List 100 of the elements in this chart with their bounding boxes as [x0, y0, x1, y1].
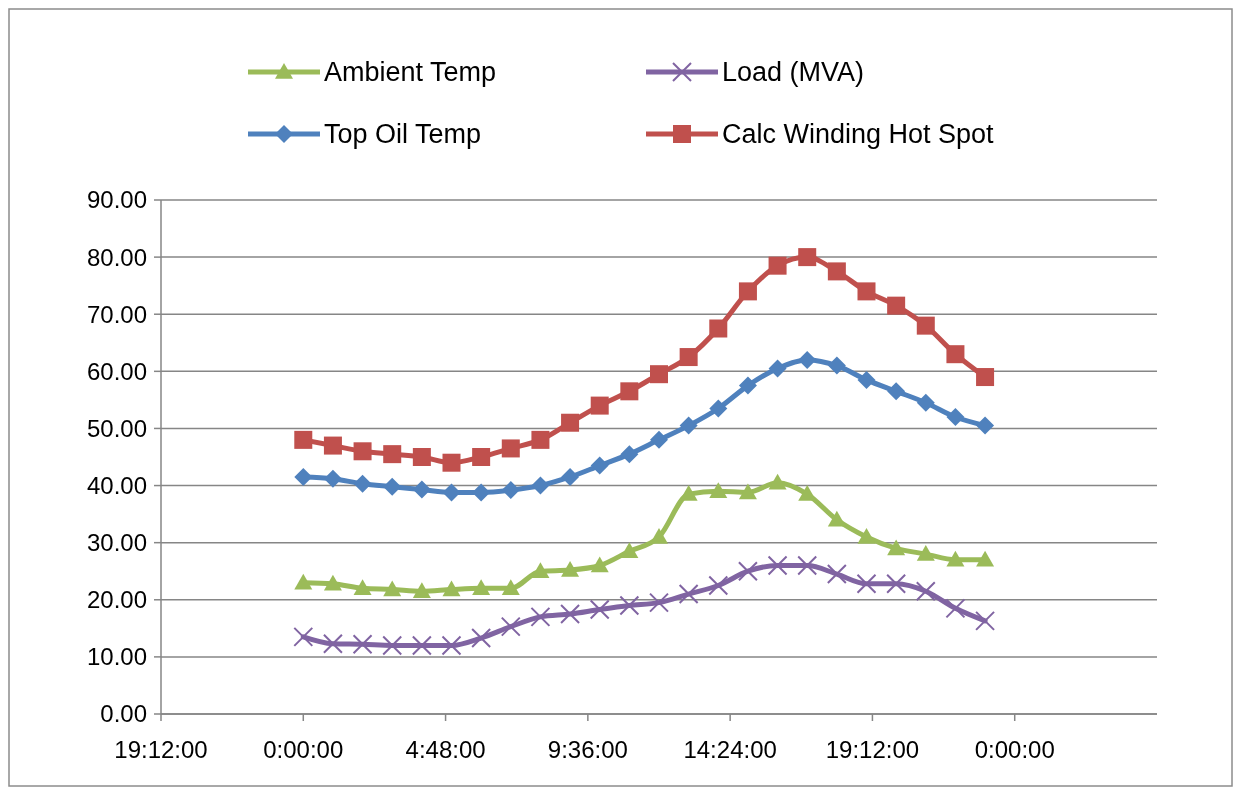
point [471, 628, 492, 649]
point [709, 482, 728, 499]
point [530, 606, 551, 627]
point [797, 555, 818, 576]
x-tick-label: 0:00:00 [263, 736, 344, 763]
y-tick-label: 20.00 [86, 586, 147, 614]
x-tick-label: 19:12:00 [825, 736, 920, 763]
point [353, 474, 372, 493]
point [887, 539, 906, 556]
point [945, 598, 966, 619]
y-tick-label: 0.00 [100, 700, 147, 728]
point [383, 580, 402, 597]
legend-label: Calc Winding Hot Spot [722, 119, 995, 150]
point [857, 282, 876, 301]
point [738, 376, 757, 395]
point [294, 430, 313, 449]
point [976, 550, 995, 567]
x-tick-label: 19:12:00 [114, 736, 208, 763]
point [709, 319, 728, 338]
point [887, 382, 906, 401]
point [501, 439, 520, 458]
y-tick-label: 80.00 [86, 243, 147, 271]
point [383, 477, 402, 496]
point [323, 436, 342, 455]
point [589, 599, 610, 620]
point [590, 456, 609, 475]
point [887, 296, 906, 315]
y-tick-label: 50.00 [86, 414, 147, 442]
point [472, 579, 491, 596]
point [323, 469, 342, 488]
point [472, 483, 491, 502]
point [976, 368, 995, 387]
point [768, 359, 787, 378]
point [738, 282, 757, 301]
point [531, 476, 550, 495]
point [826, 564, 847, 585]
point [679, 348, 698, 367]
point [737, 561, 758, 582]
x-tick-label: 0:00:00 [974, 736, 1055, 763]
point [650, 365, 668, 384]
point [857, 527, 876, 544]
legend-label: Ambient Temp [324, 57, 497, 88]
point [411, 635, 432, 656]
point [322, 633, 343, 654]
point [620, 542, 639, 558]
point [531, 562, 550, 578]
point [620, 445, 639, 464]
point [561, 413, 580, 432]
point [441, 635, 462, 656]
point [827, 262, 846, 281]
point [293, 626, 314, 647]
point [650, 527, 668, 544]
point [975, 610, 996, 631]
point [561, 561, 580, 577]
y-tick-label: 90.00 [86, 186, 147, 214]
point [946, 550, 965, 567]
point [768, 473, 787, 490]
point [916, 316, 935, 335]
point [709, 399, 728, 418]
x-tick-label: 4:48:00 [405, 736, 486, 763]
point [946, 345, 965, 364]
point [560, 604, 581, 625]
point [501, 481, 520, 500]
point [323, 574, 342, 591]
y-tick-label: 10.00 [86, 643, 147, 671]
point [294, 467, 313, 486]
point [915, 581, 936, 602]
point [353, 442, 372, 461]
point [798, 248, 817, 267]
point [679, 416, 698, 435]
point [767, 555, 788, 576]
point [352, 634, 373, 655]
point [886, 573, 907, 594]
legend-label: Load (MVA) [722, 57, 865, 88]
point [649, 592, 669, 613]
point [678, 584, 699, 605]
point [738, 483, 757, 500]
point [827, 356, 846, 375]
point [619, 595, 640, 616]
point [590, 396, 609, 415]
point [382, 635, 403, 656]
point [857, 370, 876, 389]
point [916, 393, 935, 412]
legend-label: Top Oil Temp [324, 119, 482, 150]
y-tick-label: 70.00 [86, 300, 147, 328]
x-tick-label: 9:36:00 [547, 736, 628, 763]
y-tick-label: 40.00 [86, 471, 147, 499]
point [472, 448, 491, 466]
point [501, 579, 520, 596]
point [856, 573, 877, 594]
point [650, 430, 668, 449]
point [946, 408, 965, 427]
point [708, 575, 729, 596]
point [620, 382, 639, 401]
point [768, 256, 787, 275]
x-tick-label: 14:24:00 [683, 736, 777, 763]
point [442, 580, 461, 597]
y-tick-label: 60.00 [86, 357, 147, 385]
point [412, 480, 431, 499]
point [442, 453, 461, 472]
